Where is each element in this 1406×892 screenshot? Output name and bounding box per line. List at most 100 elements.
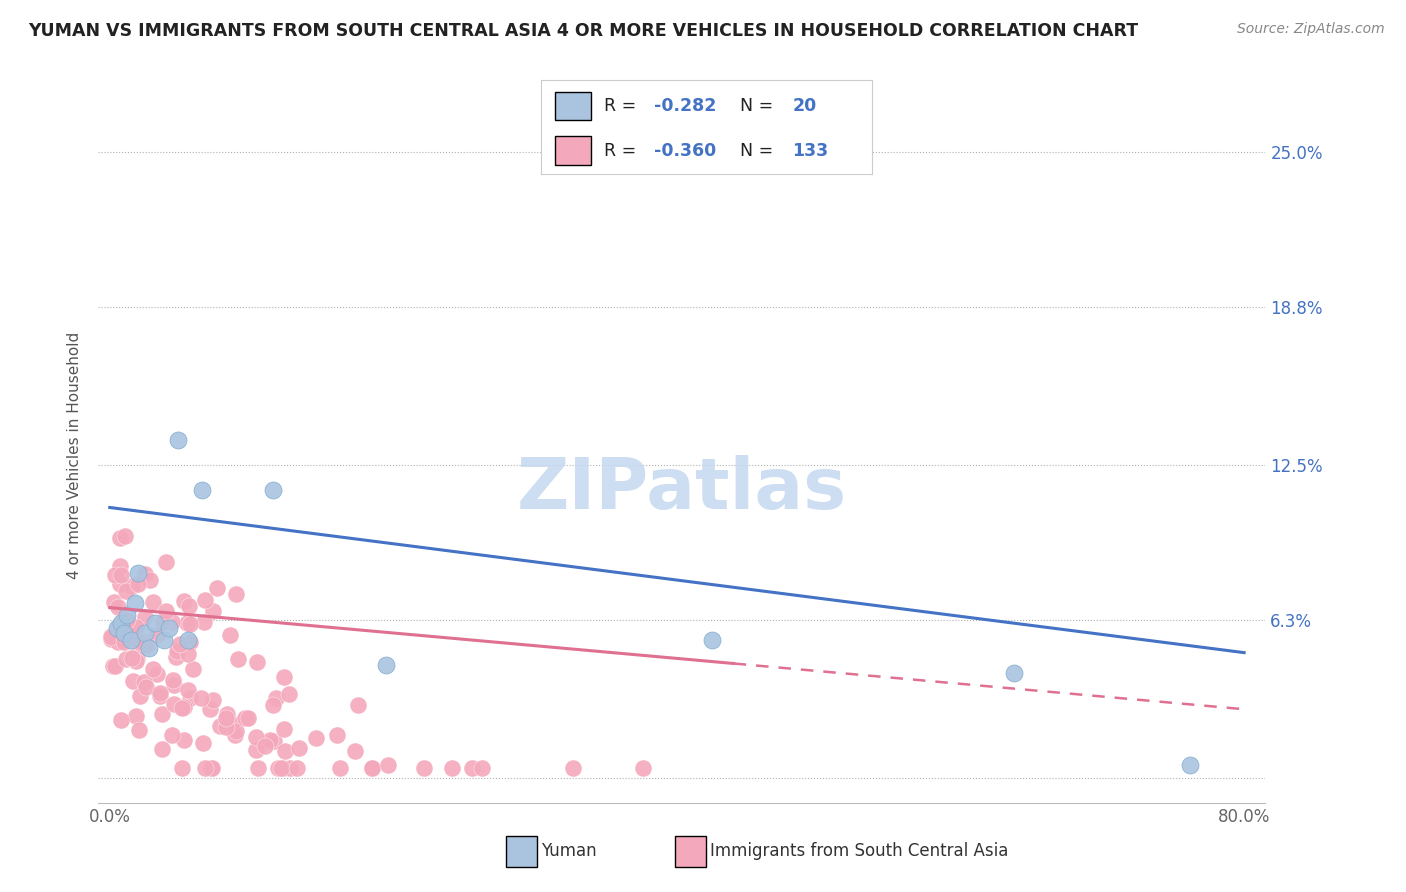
Point: [160, 728, 183, 742]
Point: [361, 761, 384, 775]
Point: [277, 687, 299, 701]
Point: [103, 594, 125, 608]
Point: [115, 630, 138, 644]
Point: [162, 673, 184, 688]
Point: [225, 587, 247, 601]
Point: [177, 683, 200, 698]
Point: [108, 577, 131, 591]
Text: 133: 133: [793, 142, 828, 160]
Point: [134, 625, 156, 640]
Point: [138, 640, 160, 655]
Point: [266, 690, 288, 705]
Point: [562, 761, 585, 775]
Point: [114, 529, 136, 543]
Point: [100, 630, 122, 644]
Point: [134, 609, 156, 624]
Text: -0.360: -0.360: [654, 142, 716, 160]
Point: [245, 742, 267, 756]
Point: [235, 711, 257, 725]
Point: [245, 730, 267, 744]
Point: [173, 733, 195, 747]
Text: YUMAN VS IMMIGRANTS FROM SOUTH CENTRAL ASIA 4 OR MORE VEHICLES IN HOUSEHOLD CORR: YUMAN VS IMMIGRANTS FROM SOUTH CENTRAL A…: [28, 22, 1139, 40]
Point: [194, 593, 217, 607]
Text: Source: ZipAtlas.com: Source: ZipAtlas.com: [1237, 22, 1385, 37]
Point: [631, 761, 654, 775]
Point: [247, 761, 270, 775]
Point: [226, 652, 249, 666]
Point: [361, 761, 384, 775]
Point: [200, 701, 222, 715]
Point: [285, 761, 308, 775]
Point: [219, 715, 242, 730]
Point: [177, 599, 200, 614]
Point: [166, 433, 188, 447]
Point: [233, 711, 256, 725]
Point: [217, 706, 239, 721]
Point: [262, 698, 284, 713]
Point: [273, 744, 295, 758]
Point: [193, 615, 215, 629]
Point: [219, 628, 242, 642]
Point: [413, 761, 436, 775]
Point: [170, 701, 193, 715]
Point: [127, 651, 149, 665]
Point: [165, 650, 187, 665]
Point: [125, 620, 148, 634]
Point: [112, 635, 135, 649]
Point: [124, 596, 146, 610]
Point: [215, 711, 238, 725]
Point: [271, 761, 294, 775]
Point: [110, 618, 132, 632]
Point: [135, 680, 157, 694]
Point: [107, 621, 129, 635]
Point: [121, 651, 143, 665]
Point: [190, 690, 212, 705]
Point: [115, 584, 138, 599]
Point: [202, 692, 225, 706]
Point: [100, 632, 122, 646]
Text: Immigrants from South Central Asia: Immigrants from South Central Asia: [710, 842, 1008, 860]
Point: [108, 531, 131, 545]
Point: [1002, 665, 1025, 680]
Point: [149, 686, 172, 700]
Point: [132, 635, 155, 649]
Point: [112, 625, 135, 640]
Point: [173, 594, 195, 608]
Point: [273, 723, 295, 737]
Text: R =: R =: [605, 142, 641, 160]
Point: [225, 723, 247, 738]
FancyBboxPatch shape: [554, 136, 591, 164]
Point: [224, 728, 246, 742]
Point: [177, 647, 200, 661]
Point: [128, 723, 150, 737]
Point: [343, 744, 366, 758]
Point: [270, 761, 292, 775]
Point: [288, 740, 311, 755]
Point: [201, 604, 224, 618]
Point: [215, 720, 238, 734]
Point: [129, 689, 152, 703]
Point: [259, 733, 281, 747]
Point: [127, 577, 149, 591]
Point: [127, 566, 149, 580]
Point: [441, 761, 464, 775]
Point: [108, 558, 131, 573]
Text: N =: N =: [740, 96, 779, 114]
Point: [139, 574, 162, 588]
Point: [253, 739, 276, 753]
Point: [173, 700, 195, 714]
Point: [142, 662, 165, 676]
Point: [143, 615, 166, 630]
Point: [152, 615, 174, 629]
Point: [169, 637, 191, 651]
Point: [209, 719, 232, 733]
Point: [163, 678, 186, 692]
Point: [125, 654, 148, 668]
Point: [375, 658, 398, 673]
Text: 20: 20: [793, 96, 817, 114]
Point: [193, 736, 215, 750]
Point: [117, 613, 139, 627]
Point: [191, 483, 214, 497]
Point: [181, 662, 204, 676]
Point: [125, 708, 148, 723]
